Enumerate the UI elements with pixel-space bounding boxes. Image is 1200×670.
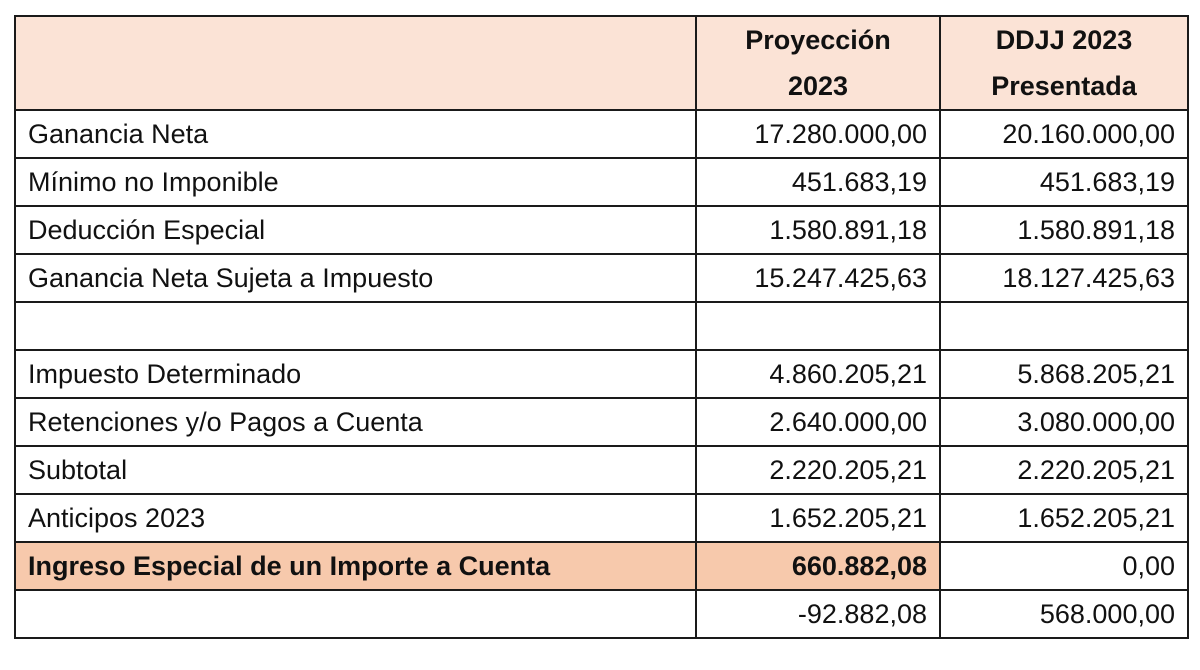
row-label — [14, 589, 697, 639]
row-label: Ganancia Neta Sujeta a Impuesto — [14, 253, 697, 303]
row-retenciones-pagos: Retenciones y/o Pagos a Cuenta 2.640.000… — [14, 397, 1189, 447]
ddjj-value: 18.127.425,63 — [939, 253, 1189, 303]
header-proyeccion-line2: 2023 — [787, 71, 849, 101]
ddjj-value: 20.160.000,00 — [939, 109, 1189, 159]
row-minimo-no-imponible: Mínimo no Imponible 451.683,19 451.683,1… — [14, 157, 1189, 207]
ddjj-value: 3.080.000,00 — [939, 397, 1189, 447]
row-label — [14, 301, 697, 351]
row-deduccion-especial: Deducción Especial 1.580.891,18 1.580.89… — [14, 205, 1189, 255]
row-label: Impuesto Determinado — [14, 349, 697, 399]
row-ingreso-especial-highlighted: Ingreso Especial de un Importe a Cuenta … — [14, 541, 1189, 591]
ddjj-value: 451.683,19 — [939, 157, 1189, 207]
proyeccion-value: 2.640.000,00 — [695, 397, 941, 447]
ddjj-value: 2.220.205,21 — [939, 445, 1189, 495]
row-label: Retenciones y/o Pagos a Cuenta — [14, 397, 697, 447]
header-row: Proyección 2023 DDJJ 2023 Presentada — [14, 15, 1189, 111]
proyeccion-value: -92.882,08 — [695, 589, 941, 639]
ddjj-value: 0,00 — [939, 541, 1189, 591]
proyeccion-value — [695, 301, 941, 351]
proyeccion-value: 451.683,19 — [695, 157, 941, 207]
row-subtotal: Subtotal 2.220.205,21 2.220.205,21 — [14, 445, 1189, 495]
row-impuesto-determinado: Impuesto Determinado 4.860.205,21 5.868.… — [14, 349, 1189, 399]
proyeccion-value: 2.220.205,21 — [695, 445, 941, 495]
proyeccion-value: 1.580.891,18 — [695, 205, 941, 255]
proyeccion-value: 17.280.000,00 — [695, 109, 941, 159]
proyeccion-value: 660.882,08 — [695, 541, 941, 591]
header-ddjj-line1: DDJJ 2023 — [995, 25, 1133, 55]
ddjj-value — [939, 301, 1189, 351]
row-difference: -92.882,08 568.000,00 — [14, 589, 1189, 639]
row-label: Deducción Especial — [14, 205, 697, 255]
header-proyeccion-line1: Proyección — [745, 25, 891, 55]
row-empty-spacer — [14, 301, 1189, 351]
ddjj-value: 568.000,00 — [939, 589, 1189, 639]
row-ganancia-neta: Ganancia Neta 17.280.000,00 20.160.000,0… — [14, 109, 1189, 159]
ddjj-value: 1.580.891,18 — [939, 205, 1189, 255]
header-label-column — [14, 15, 697, 111]
row-anticipos-2023: Anticipos 2023 1.652.205,21 1.652.205,21 — [14, 493, 1189, 543]
proyeccion-value: 15.247.425,63 — [695, 253, 941, 303]
row-label: Anticipos 2023 — [14, 493, 697, 543]
row-label: Ganancia Neta — [14, 109, 697, 159]
header-ddjj-2023-presentada: DDJJ 2023 Presentada — [939, 15, 1189, 111]
row-ganancia-neta-sujeta: Ganancia Neta Sujeta a Impuesto 15.247.4… — [14, 253, 1189, 303]
row-label: Mínimo no Imponible — [14, 157, 697, 207]
row-label: Ingreso Especial de un Importe a Cuenta — [14, 541, 697, 591]
ddjj-value: 1.652.205,21 — [939, 493, 1189, 543]
row-label: Subtotal — [14, 445, 697, 495]
header-proyeccion-2023: Proyección 2023 — [695, 15, 941, 111]
ddjj-value: 5.868.205,21 — [939, 349, 1189, 399]
tax-projection-table: Proyección 2023 DDJJ 2023 Presentada Gan… — [14, 15, 1189, 639]
header-ddjj-line2: Presentada — [991, 71, 1137, 101]
proyeccion-value: 4.860.205,21 — [695, 349, 941, 399]
proyeccion-value: 1.652.205,21 — [695, 493, 941, 543]
